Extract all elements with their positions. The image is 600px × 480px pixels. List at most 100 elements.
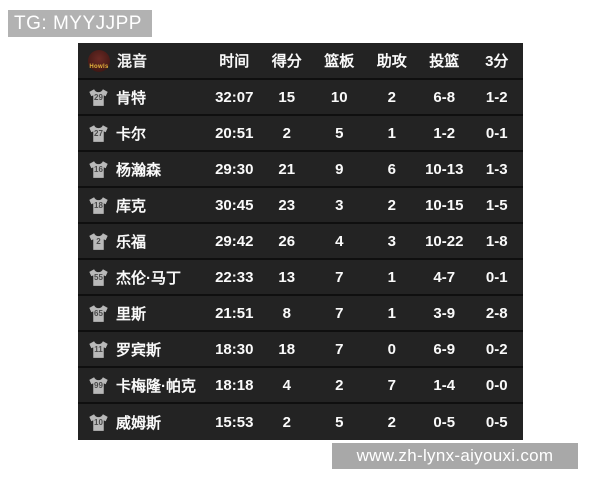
jersey-number: 16 [94,164,103,174]
stat-rebounds: 5 [335,124,344,142]
player-name-cell[interactable]: 18 库克 [78,195,208,216]
stat-time: 22:33 [215,268,254,286]
stat-three-pointers: 0-2 [485,340,508,358]
stat-rebounds: 7 [335,340,344,358]
player-name-cell[interactable]: 2 乐福 [78,231,208,252]
stat-points: 21 [278,160,296,178]
stat-points: 23 [278,196,296,214]
jersey-icon: 16 [88,160,109,179]
player-row[interactable]: 29 肯特 32:07 15 10 2 6-8 1-2 [78,80,523,116]
jersey-icon: 11 [88,340,109,359]
stat-time: 32:07 [215,88,254,106]
stat-field-goals: 1-4 [433,376,456,394]
player-row[interactable]: 65 里斯 21:51 8 7 1 3-9 2-8 [78,296,523,332]
jersey-number: 11 [94,344,103,354]
jersey-icon: 10 [88,413,109,432]
stat-three-pointers: 1-3 [485,160,508,178]
telegram-watermark: TG: MYYJJPP [8,10,152,37]
stat-assists: 2 [387,196,396,214]
column-header-field-goals: 投篮 [429,53,460,70]
player-rows: 29 肯特 32:07 15 10 2 6-8 1-2 27 卡尔 20:51 … [78,80,523,440]
player-row[interactable]: 11 罗宾斯 18:30 18 7 0 6-9 0-2 [78,332,523,368]
player-row[interactable]: 18 库克 30:45 23 3 2 10-15 1-5 [78,188,523,224]
stat-field-goals: 10-15 [425,196,464,214]
column-header-assists: 助攻 [376,53,407,70]
player-name-cell[interactable]: 29 肯特 [78,87,208,108]
stat-rebounds: 10 [330,88,348,106]
player-row[interactable]: 27 卡尔 20:51 2 5 1 1-2 0-1 [78,116,523,152]
player-name: 乐福 [116,233,147,251]
team-name: 混音 [117,53,148,70]
jersey-icon: 27 [88,124,109,143]
jersey-icon: 18 [88,196,109,215]
player-name: 杨瀚森 [116,161,162,179]
jersey-number: 10 [94,417,103,427]
player-name-cell[interactable]: 65 里斯 [78,303,208,324]
stat-field-goals: 10-22 [425,232,464,250]
website-watermark: www.zh-lynx-aiyouxi.com [332,443,578,469]
jersey-number: 99 [94,380,103,390]
stat-three-pointers: 0-1 [485,124,508,142]
jersey-icon: 99 [88,376,109,395]
stat-assists: 1 [387,268,396,286]
stat-points: 4 [282,376,291,394]
stat-three-pointers: 0-1 [485,268,508,286]
jersey-number: 29 [94,92,103,102]
stat-assists: 1 [387,304,396,322]
stat-rebounds: 7 [335,304,344,322]
jersey-number: 18 [94,200,103,210]
stat-field-goals: 1-2 [433,124,456,142]
stat-assists: 1 [387,124,396,142]
stat-points: 26 [278,232,296,250]
stat-points: 13 [278,268,296,286]
player-name-cell[interactable]: 99 卡梅隆·帕克 [78,375,208,396]
stat-field-goals: 6-8 [433,88,456,106]
stat-assists: 6 [387,160,396,178]
stat-rebounds: 4 [335,232,344,250]
stat-time: 20:51 [215,124,254,142]
stat-assists: 7 [387,376,396,394]
player-row[interactable]: 99 卡梅隆·帕克 18:18 4 2 7 1-4 0-0 [78,368,523,404]
team-logo-icon: Howls [88,49,110,72]
table-header-row: Howls 混音 时间 得分 篮板 助攻 投篮 3分 [78,43,523,80]
stat-time: 15:53 [215,413,254,431]
player-name-cell[interactable]: 11 罗宾斯 [78,339,208,360]
stat-assists: 0 [387,340,396,358]
stat-rebounds: 3 [335,196,344,214]
column-header-three-pointers: 3分 [485,53,509,70]
player-name-cell[interactable]: 27 卡尔 [78,123,208,144]
player-row[interactable]: 10 威姆斯 15:53 2 5 2 0-5 0-5 [78,404,523,440]
column-header-time: 时间 [219,53,250,70]
stat-field-goals: 3-9 [433,304,456,322]
player-name-cell[interactable]: 55 杰伦·马丁 [78,267,208,288]
stat-three-pointers: 2-8 [485,304,508,322]
team-header-cell[interactable]: Howls 混音 [78,49,208,72]
stat-rebounds: 5 [335,413,344,431]
stat-rebounds: 9 [335,160,344,178]
stat-three-pointers: 0-0 [485,376,508,394]
stat-time: 18:18 [215,376,254,394]
stat-field-goals: 6-9 [433,340,456,358]
jersey-icon: 65 [88,304,109,323]
stat-three-pointers: 1-8 [485,232,508,250]
jersey-icon: 2 [88,232,109,251]
player-name-cell[interactable]: 16 杨瀚森 [78,159,208,180]
player-row[interactable]: 16 杨瀚森 29:30 21 9 6 10-13 1-3 [78,152,523,188]
player-name: 罗宾斯 [116,341,162,359]
player-name: 库克 [116,197,147,215]
player-name-cell[interactable]: 10 威姆斯 [78,412,208,433]
player-row[interactable]: 2 乐福 29:42 26 4 3 10-22 1-8 [78,224,523,260]
stat-three-pointers: 0-5 [485,413,508,431]
jersey-number: 65 [94,308,103,318]
column-header-rebounds: 篮板 [324,53,355,70]
player-name: 杰伦·马丁 [116,269,181,287]
player-name: 肯特 [116,89,147,107]
stat-time: 18:30 [215,340,254,358]
stat-rebounds: 7 [335,268,344,286]
stat-field-goals: 4-7 [433,268,456,286]
stat-points: 15 [278,88,296,106]
player-name: 卡梅隆·帕克 [116,377,196,395]
stat-time: 30:45 [215,196,254,214]
player-row[interactable]: 55 杰伦·马丁 22:33 13 7 1 4-7 0-1 [78,260,523,296]
player-name: 卡尔 [116,125,147,143]
